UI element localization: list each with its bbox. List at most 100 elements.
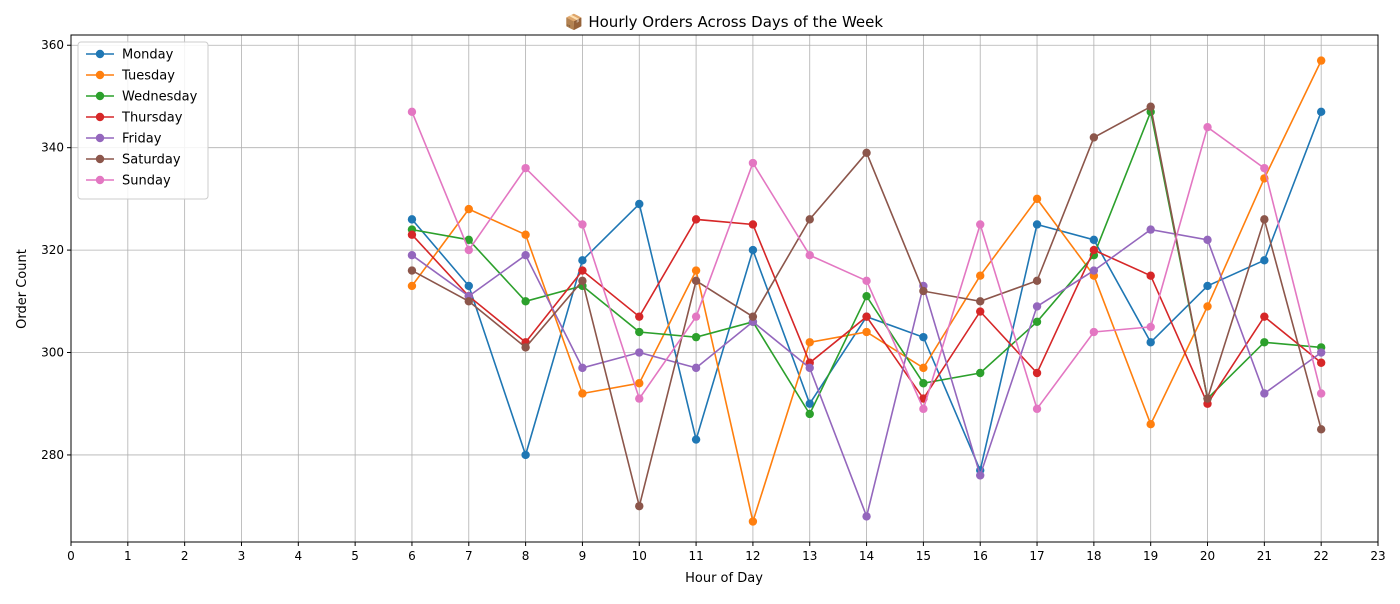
plot-frame	[70, 34, 1379, 543]
data-point	[1260, 256, 1269, 265]
x-tick-label: 5	[351, 549, 359, 563]
data-point	[1032, 220, 1042, 229]
data-point	[521, 297, 530, 306]
data-point	[919, 404, 928, 414]
data-point	[464, 281, 473, 291]
x-tick-label: 13	[802, 549, 817, 563]
data-point	[748, 312, 758, 321]
data-point	[578, 389, 587, 398]
data-point	[521, 251, 530, 260]
data-point	[1146, 102, 1155, 111]
data-point	[1089, 266, 1099, 275]
x-tick-label: 15	[916, 549, 931, 563]
data-point	[1032, 276, 1042, 286]
data-point	[976, 297, 985, 306]
x-tick-label: 7	[465, 549, 473, 563]
series-saturday	[407, 102, 1326, 511]
data-point	[805, 399, 814, 408]
data-point	[1089, 235, 1099, 245]
data-point	[976, 271, 985, 280]
x-tick-label: 3	[238, 549, 246, 563]
series-layer	[407, 56, 1326, 526]
series-sunday	[407, 107, 1326, 414]
data-point	[407, 266, 417, 275]
legend-item: Wednesday	[86, 90, 198, 105]
data-point	[407, 251, 417, 260]
data-point	[919, 286, 928, 296]
data-point	[805, 338, 814, 347]
legend-marker	[95, 133, 105, 143]
y-tick-label: 340	[41, 141, 64, 155]
legend-label: Wednesday	[122, 90, 198, 105]
x-tick-label: 14	[859, 549, 874, 563]
data-point	[464, 297, 473, 306]
legend-label: Tuesday	[121, 69, 175, 84]
data-point	[862, 148, 871, 157]
x-tick-label: 23	[1370, 549, 1385, 563]
data-point	[407, 215, 417, 224]
data-point	[1032, 404, 1042, 414]
x-tick-label: 9	[579, 549, 587, 563]
x-tick-label: 22	[1314, 549, 1329, 563]
x-axis-label: Hour of Day	[685, 571, 763, 586]
data-point	[1032, 194, 1042, 204]
series-tuesday	[407, 56, 1326, 526]
x-tick-label: 16	[973, 549, 988, 563]
x-tick-label: 19	[1143, 549, 1158, 563]
data-point	[862, 276, 871, 286]
data-point	[521, 343, 530, 352]
legend-label: Saturday	[122, 153, 181, 168]
data-point	[1089, 245, 1099, 255]
data-point	[407, 107, 417, 117]
data-point	[1260, 163, 1269, 173]
data-point	[1032, 302, 1042, 311]
data-point	[1203, 394, 1212, 403]
legend-label: Monday	[122, 48, 174, 63]
x-tick-label: 10	[632, 549, 647, 563]
data-point	[976, 220, 985, 229]
data-point	[805, 215, 814, 224]
data-point	[635, 199, 644, 209]
data-point	[1146, 271, 1155, 280]
data-point	[1316, 56, 1326, 65]
data-point	[1146, 420, 1155, 429]
data-point	[691, 332, 701, 342]
legend-label: Friday	[122, 132, 162, 147]
x-tick-label: 6	[408, 549, 416, 563]
legend-marker	[95, 49, 105, 59]
data-point	[635, 379, 644, 388]
x-tick-label: 21	[1257, 549, 1272, 563]
data-point	[1316, 389, 1326, 398]
data-point	[748, 220, 758, 229]
data-point	[521, 450, 530, 460]
data-point	[691, 363, 701, 373]
x-tick-label: 8	[522, 549, 530, 563]
data-point	[976, 307, 985, 316]
legend-label: Thursday	[121, 111, 183, 126]
data-point	[1316, 425, 1326, 434]
data-point	[919, 363, 928, 373]
data-point	[578, 220, 587, 229]
y-tick-label: 300	[41, 346, 64, 360]
legend-item: Tuesday	[86, 69, 175, 84]
data-point	[862, 512, 871, 521]
data-point	[464, 245, 473, 255]
x-tick-label: 2	[181, 549, 189, 563]
data-point	[1316, 107, 1326, 117]
legend-item: Saturday	[86, 153, 181, 168]
data-point	[635, 394, 644, 403]
x-tick-label: 4	[294, 549, 302, 563]
x-tick-label: 11	[688, 549, 703, 563]
data-point	[635, 312, 644, 321]
data-point	[748, 158, 758, 168]
data-point	[805, 363, 814, 373]
data-point	[1316, 348, 1326, 357]
data-point	[1203, 302, 1212, 311]
data-point	[805, 409, 814, 419]
grid-layer	[70, 35, 1379, 542]
data-point	[635, 327, 644, 337]
data-point	[1260, 312, 1269, 321]
data-point	[635, 348, 644, 357]
data-point	[1260, 215, 1269, 224]
